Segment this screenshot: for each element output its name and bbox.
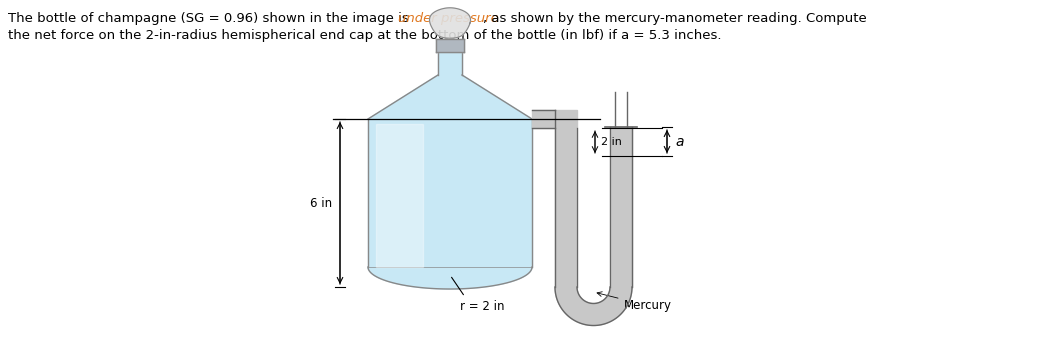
Polygon shape xyxy=(438,52,462,75)
Polygon shape xyxy=(368,75,532,119)
Polygon shape xyxy=(555,287,632,325)
Text: The bottle of champagne (SG = 0.96) shown in the image is: The bottle of champagne (SG = 0.96) show… xyxy=(8,12,413,25)
Polygon shape xyxy=(610,127,632,287)
Polygon shape xyxy=(368,267,532,289)
Text: Mercury: Mercury xyxy=(597,292,672,312)
Polygon shape xyxy=(555,110,577,287)
Text: 2 in: 2 in xyxy=(601,137,621,147)
Polygon shape xyxy=(436,39,464,52)
Text: 6 in: 6 in xyxy=(310,196,332,210)
Text: under pressure: under pressure xyxy=(398,12,499,25)
Text: , as shown by the mercury-manometer reading. Compute: , as shown by the mercury-manometer read… xyxy=(483,12,867,25)
Text: a: a xyxy=(675,135,683,149)
Polygon shape xyxy=(368,119,532,267)
Polygon shape xyxy=(430,8,471,38)
Text: r = 2 in: r = 2 in xyxy=(460,300,504,313)
Polygon shape xyxy=(376,124,423,267)
Text: the net force on the 2-in-radius hemispherical end cap at the bottom of the bott: the net force on the 2-in-radius hemisph… xyxy=(8,29,721,42)
Polygon shape xyxy=(577,128,610,287)
Polygon shape xyxy=(532,110,555,128)
